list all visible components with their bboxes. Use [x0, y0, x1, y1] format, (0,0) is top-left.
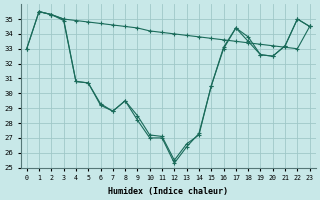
- X-axis label: Humidex (Indice chaleur): Humidex (Indice chaleur): [108, 187, 228, 196]
